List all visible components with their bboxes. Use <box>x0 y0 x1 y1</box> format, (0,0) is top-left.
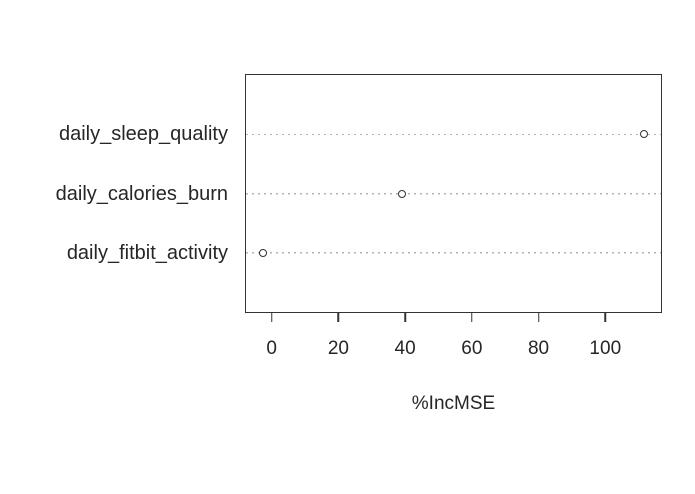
y-tick-label: daily_fitbit_activity <box>66 242 228 265</box>
x-tick-mark <box>337 313 340 322</box>
x-tick-mark <box>404 313 406 322</box>
x-tick-mark <box>604 313 607 322</box>
x-tick-label: 40 <box>394 338 416 359</box>
x-tick-mark <box>471 313 473 322</box>
plot-frame <box>245 74 662 313</box>
x-tick-label: 0 <box>266 338 277 359</box>
x-tick-label: 20 <box>327 338 349 359</box>
x-tick-mark <box>537 313 540 322</box>
data-point <box>640 130 649 139</box>
x-tick-mark <box>270 313 273 322</box>
x-axis-title: %IncMSE <box>411 393 496 414</box>
x-tick-label: 80 <box>527 338 550 359</box>
x-axis: 0 20 40 60 80 100 <box>245 313 662 383</box>
data-point <box>398 189 407 198</box>
grid-line <box>246 133 661 136</box>
grid-line <box>246 251 661 254</box>
data-point <box>258 248 267 257</box>
y-tick-label: daily_calories_burn <box>55 182 228 205</box>
grid-line <box>246 192 661 195</box>
y-tick-label: daily_sleep_quality <box>58 122 228 145</box>
x-tick-label: 60 <box>461 338 483 359</box>
x-tick-label: 100 <box>589 338 622 359</box>
